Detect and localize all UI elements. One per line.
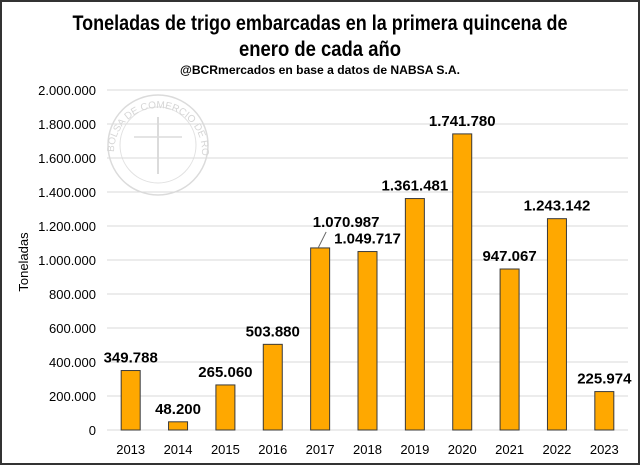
data-label-2014: 48.200 bbox=[155, 401, 201, 418]
bar-2014 bbox=[168, 421, 189, 431]
y-tick-label: 1.200.000 bbox=[38, 219, 96, 234]
y-tick-label: 800.000 bbox=[49, 287, 96, 302]
data-label-2021: 947.067 bbox=[482, 248, 536, 265]
bar-2013 bbox=[120, 370, 141, 431]
x-tick-label: 2013 bbox=[116, 442, 145, 457]
data-label-2022: 1.243.142 bbox=[524, 198, 591, 215]
y-tick-label: 600.000 bbox=[49, 321, 96, 336]
data-label-2020: 1.741.780 bbox=[429, 113, 496, 130]
y-tick-label: 0 bbox=[89, 423, 96, 438]
y-tick-label: 2.000.000 bbox=[38, 83, 96, 98]
data-label-2016: 503.880 bbox=[246, 323, 300, 340]
y-tick-label: 1.400.000 bbox=[38, 185, 96, 200]
data-label-2023: 225.974 bbox=[577, 371, 632, 388]
y-tick-label: 400.000 bbox=[49, 355, 96, 370]
bar-2015 bbox=[215, 384, 236, 431]
x-tick-label: 2017 bbox=[306, 442, 335, 457]
bar-2019 bbox=[404, 198, 425, 431]
x-tick-label: 2019 bbox=[400, 442, 429, 457]
chart-title-line-1: Toneladas de trigo embarcadas en la prim… bbox=[73, 12, 568, 35]
y-tick-label: 1.000.000 bbox=[38, 253, 96, 268]
bar-2020 bbox=[452, 133, 473, 431]
leader-line bbox=[317, 231, 327, 249]
x-tick-label: 2016 bbox=[258, 442, 287, 457]
data-label-2018: 1.049.717 bbox=[334, 231, 401, 248]
bar-2021 bbox=[499, 268, 520, 431]
data-label-2017: 1.070.987 bbox=[313, 214, 380, 231]
data-label-2019: 1.361.481 bbox=[381, 178, 448, 195]
bar-2017 bbox=[310, 247, 331, 431]
x-tick-label: 2020 bbox=[448, 442, 477, 457]
y-tick-label: 1.600.000 bbox=[38, 151, 96, 166]
x-tick-label: 2015 bbox=[211, 442, 240, 457]
x-tick-label: 2022 bbox=[542, 442, 571, 457]
y-axis-label: Toneladas bbox=[16, 232, 31, 292]
y-tick-label: 200.000 bbox=[49, 389, 96, 404]
x-tick-label: 2021 bbox=[495, 442, 524, 457]
x-tick-label: 2014 bbox=[164, 442, 193, 457]
chart-title-line-2: enero de cada año bbox=[239, 38, 401, 61]
x-tick-label: 2023 bbox=[590, 442, 619, 457]
data-label-2015: 265.060 bbox=[198, 364, 252, 381]
chart-subtitle: @BCRmercados en base a datos de NABSA S.… bbox=[180, 63, 460, 77]
bar-2022 bbox=[546, 218, 567, 431]
y-tick-label: 1.800.000 bbox=[38, 117, 96, 132]
data-label-2013: 349.788 bbox=[104, 350, 158, 367]
bar-2016 bbox=[262, 343, 283, 431]
x-tick-label: 2018 bbox=[353, 442, 382, 457]
bar-2023 bbox=[594, 391, 615, 431]
bar-2018 bbox=[357, 251, 378, 431]
